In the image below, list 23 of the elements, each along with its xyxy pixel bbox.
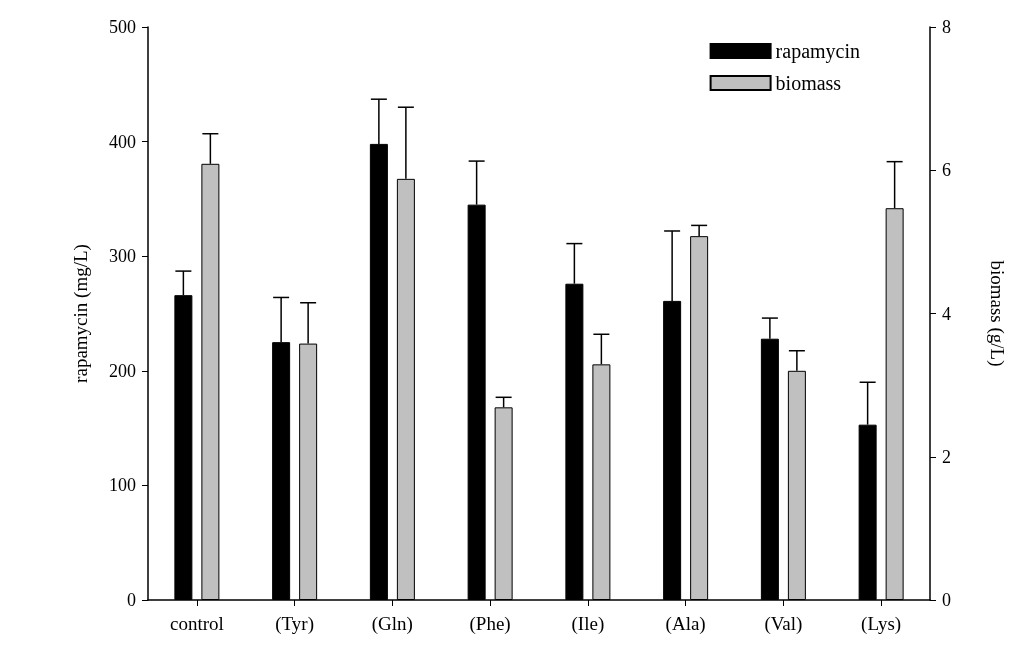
x-tick-label: (Tyr) <box>275 613 315 635</box>
x-tick-label: (Lys) <box>861 613 902 635</box>
y-tick-label: 500 <box>109 17 136 37</box>
x-tick-label: control <box>169 613 224 634</box>
y-tick-label: 400 <box>109 131 136 152</box>
x-tick-label: (Ala) <box>665 613 706 635</box>
y2-axis-title: biomass (g/L) <box>986 260 1008 367</box>
y2-tick-label: 4 <box>942 303 951 324</box>
y-axis-title: rapamycin (mg/L) <box>70 244 92 383</box>
y2-tick-label: 2 <box>942 446 951 467</box>
y2-tick-label: 8 <box>942 17 951 37</box>
y-tick-label: 0 <box>127 590 136 610</box>
y2-tick-label: 6 <box>942 160 951 181</box>
y-tick-label: 300 <box>109 246 136 267</box>
legend-label: rapamycin <box>775 40 860 63</box>
x-tick-label: (Val) <box>764 613 803 635</box>
x-tick-label: (Phe) <box>469 613 511 635</box>
y-tick-label: 100 <box>109 475 136 496</box>
x-tick-label: (Ile) <box>571 613 605 635</box>
y-tick-label: 200 <box>109 360 136 381</box>
y2-tick-label: 0 <box>942 590 951 610</box>
x-tick-label: (Gln) <box>371 613 413 635</box>
legend-label: biomass <box>775 72 842 94</box>
